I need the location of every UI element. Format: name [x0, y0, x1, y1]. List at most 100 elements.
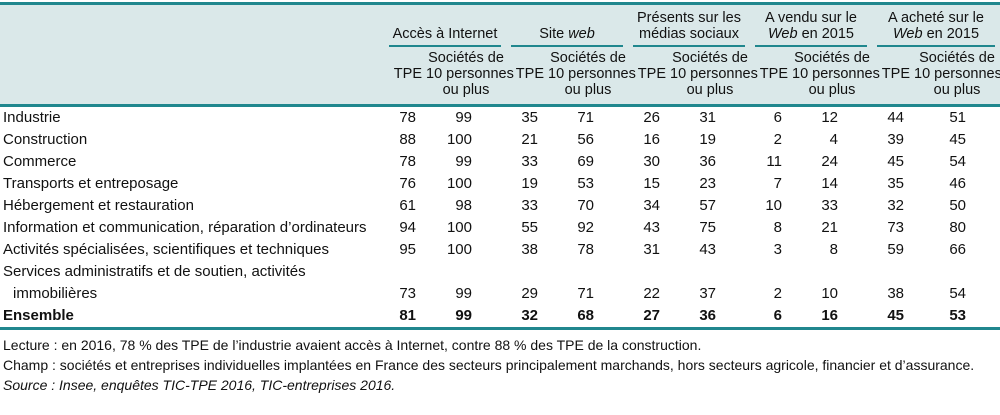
- value-cell: 100: [446, 131, 472, 148]
- value-cell: 88: [399, 131, 416, 148]
- row-label: Information et communication, réparation…: [3, 219, 367, 236]
- value-cell: 7: [773, 175, 782, 192]
- value-cell: 46: [949, 175, 967, 192]
- column-group-vendu-web: A vendu sur le Web en 2015: [750, 4, 872, 47]
- value-cell: 37: [699, 285, 716, 302]
- value-cell: 35: [887, 175, 904, 192]
- value-cell: 57: [699, 197, 716, 214]
- value-cell: 56: [577, 131, 594, 148]
- value-cell: 95: [399, 241, 416, 258]
- value-cell: 94: [399, 219, 416, 236]
- value-cell: 99: [455, 285, 472, 302]
- value-cell: 51: [949, 109, 967, 126]
- value-cell: 34: [643, 197, 660, 214]
- value-cell: 35: [521, 109, 538, 126]
- value-cell: 12: [821, 109, 838, 126]
- footnotes: Lecture : en 2016, 78 % des TPE de l’ind…: [0, 330, 1000, 395]
- value-cell: 30: [643, 153, 660, 170]
- value-cell: 8: [829, 241, 838, 258]
- table-row: Transports et entreposage 76 100 19 53 15 23 7 1…: [0, 173, 1000, 195]
- table-row: Activités spécialisées, scientifiques et…: [0, 239, 1000, 261]
- column-group-medias-sociaux: Présents sur les médias sociaux: [628, 4, 750, 47]
- subheader-societes: Sociétés de 10 personnes ou plus: [914, 50, 1000, 98]
- value-cell: 68: [577, 307, 594, 324]
- value-cell: 78: [577, 241, 594, 258]
- value-cell: 54: [949, 285, 967, 302]
- value-cell: 2: [773, 131, 782, 148]
- value-cell: 53: [949, 307, 967, 324]
- table-row: Hébergement et restauration 61 98 33 70 34 57 1…: [0, 195, 1000, 217]
- value-cell: 22: [643, 285, 660, 302]
- corner-cell: [0, 4, 384, 106]
- value-cell: 43: [699, 241, 716, 258]
- value-cell: 14: [821, 175, 838, 192]
- table-row: Commerce 78 99 33 69 30 36 11 24 45 54: [0, 151, 1000, 173]
- subheader-societes: Sociétés de 10 personnes ou plus: [792, 50, 880, 98]
- value-cell: 99: [455, 307, 472, 324]
- table-row-total: Ensemble 81 99 32 68 27 36 6 16 45 53: [0, 305, 1000, 329]
- value-cell: 80: [949, 219, 967, 236]
- value-cell: 66: [949, 241, 967, 258]
- value-cell: 45: [887, 153, 904, 170]
- value-cell: 33: [821, 197, 838, 214]
- subheader-tpe: TPE: [759, 66, 788, 82]
- value-cell: 92: [577, 219, 594, 236]
- table-row: Construction 88 100 21 56 16 19 2 4 39 45: [0, 129, 1000, 151]
- value-cell: 50: [949, 197, 967, 214]
- value-cell: 26: [643, 109, 660, 126]
- value-cell: 71: [577, 109, 594, 126]
- value-cell: 31: [699, 109, 716, 126]
- subheader-societes: Sociétés de 10 personnes ou plus: [548, 50, 636, 98]
- value-cell: 19: [699, 131, 716, 148]
- value-cell: 21: [521, 131, 538, 148]
- value-cell: 10: [821, 285, 838, 302]
- value-cell: 69: [577, 153, 594, 170]
- table-header: Accès à Internet Site web Présents sur l…: [0, 3, 1000, 106]
- note-source: Source : Insee, enquêtes TIC-TPE 2016, T…: [3, 377, 396, 393]
- value-cell: 27: [643, 307, 660, 324]
- value-cell: 6: [773, 109, 782, 126]
- value-cell: 76: [399, 175, 416, 192]
- value-cell: 55: [521, 219, 538, 236]
- subheader-tpe: TPE: [881, 66, 910, 82]
- value-cell: 4: [829, 131, 838, 148]
- value-cell: 38: [887, 285, 904, 302]
- value-cell: 36: [699, 153, 716, 170]
- value-cell: 23: [699, 175, 716, 192]
- row-label: Transports et entreposage: [3, 175, 179, 192]
- table-row: Services administratifs et de soutien, a…: [0, 261, 1000, 305]
- value-cell: 33: [521, 153, 538, 170]
- column-group-acces-internet: Accès à Internet: [384, 4, 506, 47]
- value-cell: 54: [949, 153, 967, 170]
- value-cell: 100: [446, 219, 472, 236]
- value-cell: 98: [455, 197, 472, 214]
- table-row: Information et communication, réparation…: [0, 217, 1000, 239]
- value-cell: 53: [577, 175, 594, 192]
- subheader-tpe: TPE: [515, 66, 544, 82]
- column-group-achete-web: A acheté sur le Web en 2015: [872, 4, 1000, 47]
- statistics-table: Accès à Internet Site web Présents sur l…: [0, 2, 1000, 330]
- value-cell: 73: [887, 219, 904, 236]
- value-cell: 78: [399, 153, 416, 170]
- value-cell: 8: [773, 219, 782, 236]
- value-cell: 70: [577, 197, 594, 214]
- value-cell: 10: [765, 197, 782, 214]
- value-cell: 71: [577, 285, 594, 302]
- value-cell: 78: [399, 109, 416, 126]
- row-label: Ensemble: [3, 307, 74, 324]
- row-label: Construction: [3, 131, 88, 148]
- subheader-tpe: TPE: [637, 66, 666, 82]
- value-cell: 2: [773, 285, 782, 302]
- note-lecture: Lecture : en 2016, 78 % des TPE de l’ind…: [3, 337, 702, 353]
- table-row: Industrie 78 99 35 71 26 31 6 12 44 51: [0, 106, 1000, 130]
- value-cell: 44: [887, 109, 904, 126]
- value-cell: 45: [887, 307, 904, 324]
- value-cell: 16: [821, 307, 838, 324]
- value-cell: 99: [455, 109, 472, 126]
- subheader-tpe: TPE: [393, 66, 422, 82]
- row-label: Activités spécialisées, scientifiques et…: [3, 241, 330, 258]
- value-cell: 43: [643, 219, 660, 236]
- subheader-societes: Sociétés de 10 personnes ou plus: [426, 50, 514, 98]
- value-cell: 99: [455, 153, 472, 170]
